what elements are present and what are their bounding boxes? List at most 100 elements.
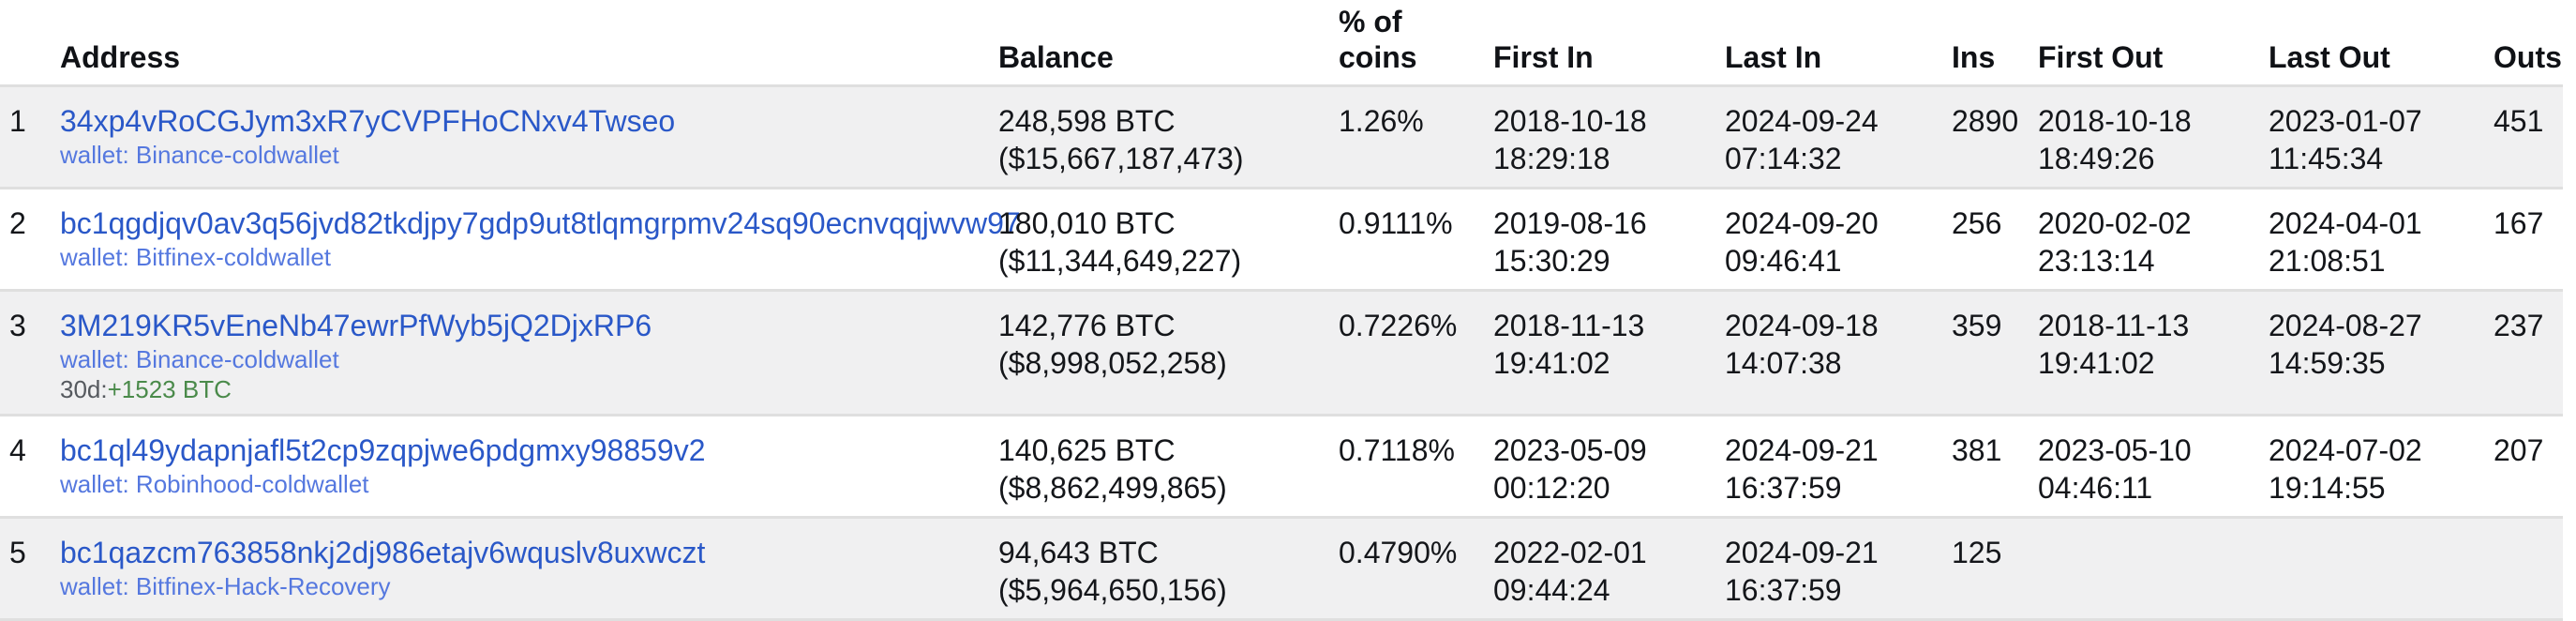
address-cell: bc1qazcm763858nkj2dj986etajv6wquslv8uxwc… xyxy=(60,517,998,621)
table-row: 5 bc1qazcm763858nkj2dj986etajv6wquslv8ux… xyxy=(0,517,2563,621)
first-out-date: 2018-10-18 xyxy=(2038,104,2192,138)
first-out-date: 2020-02-02 xyxy=(2038,206,2192,240)
balance-cell: 94,643 BTC ($5,964,650,156) xyxy=(998,517,1339,621)
rank-cell: 2 xyxy=(0,188,60,292)
address-link[interactable]: 3M219KR5vEneNb47ewrPfWyb5jQ2DjxRP6 xyxy=(60,309,652,342)
rank-number: 2 xyxy=(9,206,26,240)
last-out-date: 2024-04-01 xyxy=(2269,206,2422,240)
last-in-time: 16:37:59 xyxy=(1725,471,1842,505)
wallet-link[interactable]: wallet: Binance-coldwallet xyxy=(60,141,339,169)
last-out-cell: 2023-01-07 11:45:34 xyxy=(2269,85,2494,189)
balance-cell: 180,010 BTC ($11,344,649,227) xyxy=(998,188,1339,292)
ins-count-cell: 381 xyxy=(1952,415,2038,519)
last-in-time: 14:07:38 xyxy=(1725,346,1842,380)
address-link[interactable]: bc1qazcm763858nkj2dj986etajv6wquslv8uxwc… xyxy=(60,536,706,569)
table-header-row: Address Balance % of coins First In Last… xyxy=(0,0,2563,87)
address-link[interactable]: bc1qgdjqv0av3q56jvd82tkdjpy7gdp9ut8tlqmg… xyxy=(60,206,1021,240)
outs-count-cell: 451 xyxy=(2494,85,2563,189)
wallet-link[interactable]: wallet: Bitfinex-Hack-Recovery xyxy=(60,572,391,600)
header-balance: Balance xyxy=(998,0,1339,87)
first-in-date: 2022-02-01 xyxy=(1493,536,1647,569)
first-in-cell: 2019-08-16 15:30:29 xyxy=(1493,188,1725,292)
rank-cell: 3 xyxy=(0,290,60,417)
table-row: 4 bc1ql49ydapnjafl5t2cp9zqpjwe6pdgmxy988… xyxy=(0,415,2563,519)
last-out-cell xyxy=(2269,517,2494,621)
header-last-out: Last Out xyxy=(2269,0,2494,87)
pct-of-coins-cell: 0.4790% xyxy=(1339,517,1493,621)
rank-cell: 1 xyxy=(0,85,60,189)
wallet-link[interactable]: wallet: Bitfinex-coldwallet xyxy=(60,243,332,271)
header-pct-of-coins: % of coins xyxy=(1339,0,1493,87)
last-out-time: 19:14:55 xyxy=(2269,471,2386,505)
header-first-out: First Out xyxy=(2038,0,2269,87)
balance-cell: 248,598 BTC ($15,667,187,473) xyxy=(998,85,1339,189)
first-in-date: 2019-08-16 xyxy=(1493,206,1647,240)
first-in-time: 15:30:29 xyxy=(1493,244,1610,278)
outs-count-cell: 207 xyxy=(2494,415,2563,519)
balance-usd: ($8,998,052,258) xyxy=(998,346,1227,380)
rank-cell: 4 xyxy=(0,415,60,519)
address-link[interactable]: bc1ql49ydapnjafl5t2cp9zqpjwe6pdgmxy98859… xyxy=(60,433,706,467)
last-in-cell: 2024-09-21 16:37:59 xyxy=(1725,415,1952,519)
rank-number: 4 xyxy=(9,433,26,467)
first-out-time: 18:49:26 xyxy=(2038,142,2155,175)
header-last-in: Last In xyxy=(1725,0,1952,87)
balance-btc: 140,625 BTC xyxy=(998,433,1176,467)
first-in-cell: 2022-02-01 09:44:24 xyxy=(1493,517,1725,621)
address-cell: 3M219KR5vEneNb47ewrPfWyb5jQ2DjxRP6 walle… xyxy=(60,290,998,417)
first-in-time: 19:41:02 xyxy=(1493,346,1610,380)
balance-btc: 142,776 BTC xyxy=(998,309,1176,342)
header-rank xyxy=(0,0,60,87)
pct-of-coins-cell: 0.9111% xyxy=(1339,188,1493,292)
header-ins: Ins xyxy=(1952,0,2038,87)
last-in-date: 2024-09-20 xyxy=(1725,206,1879,240)
last-in-time: 09:46:41 xyxy=(1725,244,1842,278)
change-30d-label: 30d: xyxy=(60,375,108,403)
wallet-link[interactable]: wallet: Binance-coldwallet xyxy=(60,345,339,373)
balance-usd: ($8,862,499,865) xyxy=(998,471,1227,505)
balance-btc: 94,643 BTC xyxy=(998,536,1159,569)
address-cell: bc1qgdjqv0av3q56jvd82tkdjpy7gdp9ut8tlqmg… xyxy=(60,188,1021,292)
outs-count-cell: 237 xyxy=(2494,290,2563,417)
rank-number: 3 xyxy=(9,309,26,342)
balance-btc: 180,010 BTC xyxy=(998,206,1176,240)
last-in-cell: 2024-09-18 14:07:38 xyxy=(1725,290,1952,417)
outs-count-cell xyxy=(2494,517,2563,621)
rank-cell: 5 xyxy=(0,517,60,621)
first-out-cell xyxy=(2038,517,2269,621)
first-out-time: 19:41:02 xyxy=(2038,346,2155,380)
first-in-time: 18:29:18 xyxy=(1493,142,1610,175)
table-row: 2 bc1qgdjqv0av3q56jvd82tkdjpy7gdp9ut8tlq… xyxy=(0,188,2563,292)
last-out-cell: 2024-04-01 21:08:51 xyxy=(2269,188,2494,292)
first-in-date: 2018-10-18 xyxy=(1493,104,1647,138)
last-out-time: 14:59:35 xyxy=(2269,346,2386,380)
last-out-cell: 2024-08-27 14:59:35 xyxy=(2269,290,2494,417)
first-out-cell: 2018-10-18 18:49:26 xyxy=(2038,85,2269,189)
rich-list-body: 1 34xp4vRoCGJym3xR7yCVPFHoCNxv4Twseo wal… xyxy=(0,85,2563,621)
last-in-time: 07:14:32 xyxy=(1725,142,1842,175)
rank-number: 1 xyxy=(9,104,26,138)
first-in-cell: 2023-05-09 00:12:20 xyxy=(1493,415,1725,519)
balance-usd: ($15,667,187,473) xyxy=(998,142,1244,175)
ins-count-cell: 2890 xyxy=(1952,85,2038,189)
first-in-date: 2023-05-09 xyxy=(1493,433,1647,467)
balance-usd: ($5,964,650,156) xyxy=(998,573,1227,607)
pct-of-coins-cell: 0.7118% xyxy=(1339,415,1493,519)
last-out-date: 2023-01-07 xyxy=(2269,104,2422,138)
address-link[interactable]: 34xp4vRoCGJym3xR7yCVPFHoCNxv4Twseo xyxy=(60,104,676,138)
last-out-cell: 2024-07-02 19:14:55 xyxy=(2269,415,2494,519)
last-in-time: 16:37:59 xyxy=(1725,573,1842,607)
wallet-link[interactable]: wallet: Robinhood-coldwallet xyxy=(60,470,369,498)
change-30d-value: +1523 BTC xyxy=(107,375,232,403)
address-cell: 34xp4vRoCGJym3xR7yCVPFHoCNxv4Twseo walle… xyxy=(60,85,998,189)
last-in-date: 2024-09-21 xyxy=(1725,433,1879,467)
first-in-date: 2018-11-13 xyxy=(1493,309,1645,342)
table-row: 1 34xp4vRoCGJym3xR7yCVPFHoCNxv4Twseo wal… xyxy=(0,85,2563,189)
header-outs: Outs xyxy=(2494,0,2563,87)
first-out-time: 04:46:11 xyxy=(2038,471,2153,505)
balance-cell: 142,776 BTC ($8,998,052,258) xyxy=(998,290,1339,417)
first-out-date: 2023-05-10 xyxy=(2038,433,2192,467)
last-in-date: 2024-09-18 xyxy=(1725,309,1879,342)
ins-count-cell: 359 xyxy=(1952,290,2038,417)
